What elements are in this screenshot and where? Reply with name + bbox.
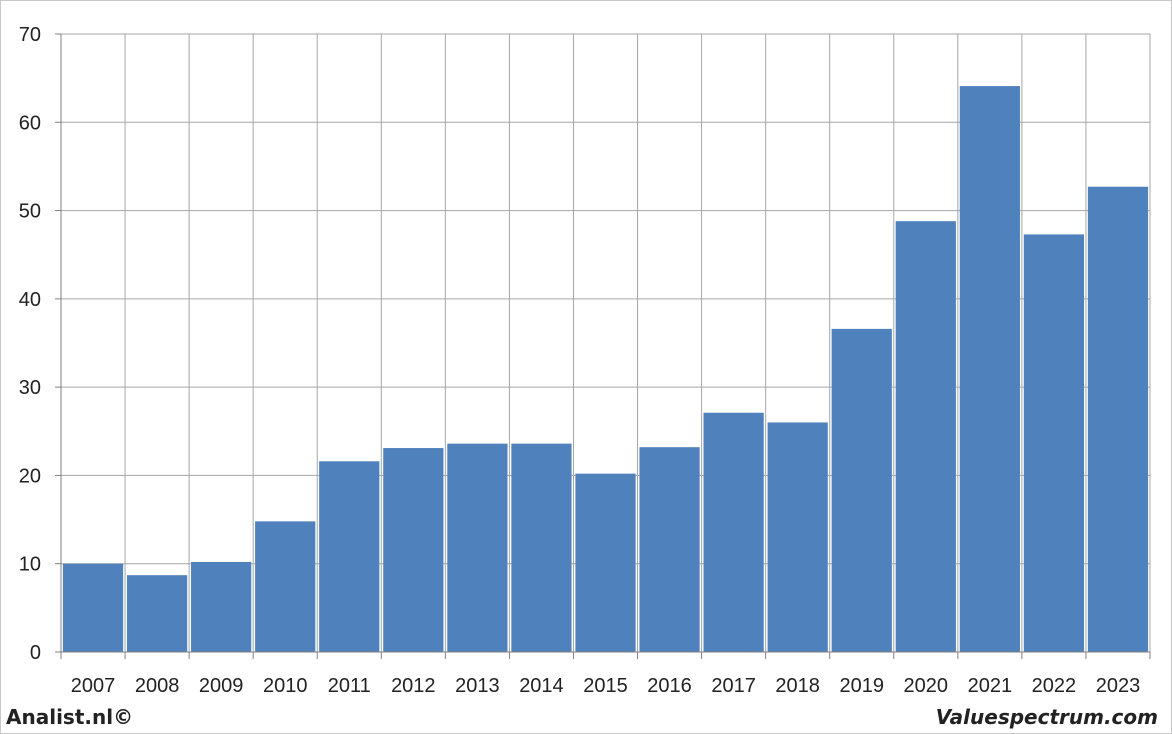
x-tick-label: 2013	[455, 675, 500, 697]
x-tick-label: 2021	[968, 675, 1013, 697]
bar-2012	[383, 448, 444, 652]
y-tick-label: 20	[19, 465, 41, 487]
bar-2015	[575, 473, 636, 652]
bar-2016	[639, 447, 700, 652]
x-tick-label: 2011	[328, 675, 371, 697]
x-tick-label: 2017	[711, 675, 756, 697]
bar-2013	[447, 443, 508, 652]
x-tick-label: 2010	[263, 675, 308, 697]
bar-2021	[959, 86, 1020, 653]
y-tick-label: 30	[19, 377, 41, 399]
x-tick-label: 2018	[775, 675, 820, 697]
bar-2022	[1023, 234, 1085, 652]
x-tick-label: 2008	[135, 675, 180, 697]
x-tick-label: 2007	[71, 675, 116, 697]
bar-2023	[1087, 186, 1149, 652]
bar-2010	[255, 521, 316, 652]
x-tick-label: 2014	[519, 675, 564, 697]
x-tick-label: 2012	[391, 675, 436, 697]
bar-2019	[831, 328, 892, 652]
y-axis: 0 10 20 30 40 50 60 70	[19, 24, 62, 664]
bar-2007	[62, 563, 124, 652]
x-tick-label: 2020	[904, 675, 949, 697]
x-tick-label: 2016	[647, 675, 692, 697]
footer-source-right: Valuespectrum.com	[935, 705, 1158, 729]
x-tick-label: 2009	[199, 675, 244, 697]
bar-2009	[191, 561, 252, 652]
bar-2014	[511, 443, 572, 652]
x-axis: 2007 2008 2009 2010 2011 2012 2013 2014 2015 2016…	[60, 651, 1151, 697]
y-tick-label: 40	[19, 289, 41, 311]
bar-2017	[703, 412, 764, 652]
y-tick-label: 70	[19, 24, 41, 46]
bars	[62, 86, 1149, 653]
y-tick-label: 60	[19, 112, 41, 134]
y-tick-label: 0	[30, 642, 41, 664]
bar-2018	[767, 422, 828, 652]
x-tick-label: 2019	[839, 675, 884, 697]
bar-2020	[895, 221, 956, 652]
bar-2011	[319, 461, 380, 652]
x-tick-label: 2015	[583, 675, 628, 697]
y-tick-label: 10	[19, 554, 41, 576]
footer-source-left: Analist.nl©	[6, 705, 134, 729]
x-tick-label: 2022	[1032, 675, 1077, 697]
bar-2008	[126, 575, 188, 652]
y-tick-label: 50	[19, 201, 41, 223]
x-tick-label: 2023	[1096, 675, 1141, 697]
